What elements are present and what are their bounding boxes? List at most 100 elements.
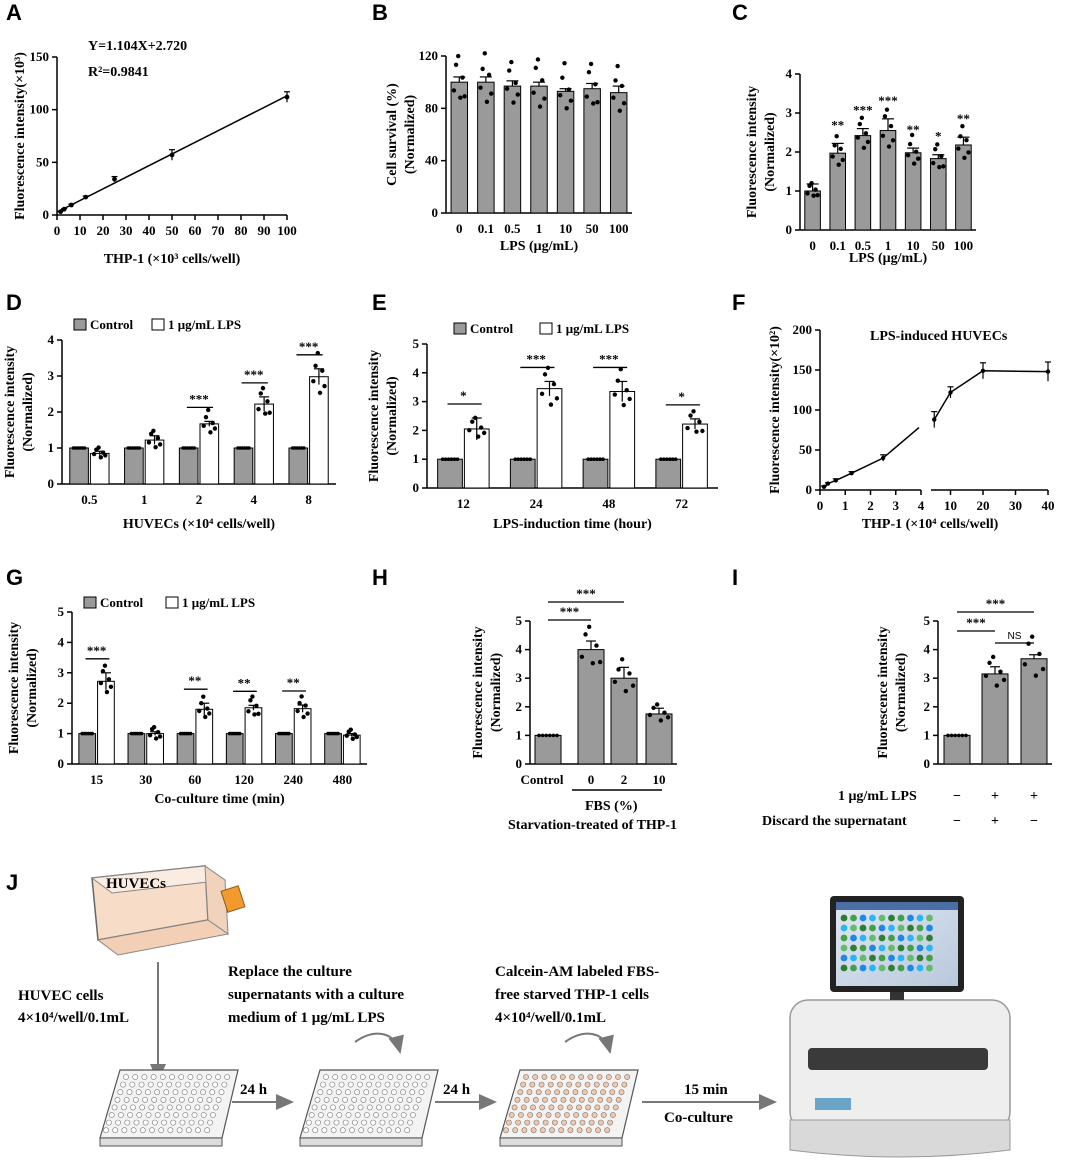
data-point	[344, 733, 349, 738]
screen-well	[840, 914, 848, 922]
well	[359, 1074, 366, 1080]
well	[190, 1089, 197, 1096]
data-point	[615, 63, 620, 69]
data-point	[203, 414, 209, 420]
data-point	[932, 417, 937, 422]
well	[139, 1127, 146, 1134]
well	[597, 1096, 604, 1103]
data-point	[884, 107, 890, 112]
x-tick-label: 20	[97, 223, 110, 238]
y-axis-label: Fluorescence intensity	[3, 346, 18, 478]
data-point	[688, 413, 693, 418]
well	[175, 1081, 182, 1088]
screen-well	[888, 964, 895, 972]
significance-label: **	[831, 117, 844, 132]
well	[539, 1104, 546, 1111]
well	[191, 1112, 198, 1118]
well	[132, 1096, 139, 1103]
data-point	[933, 146, 938, 152]
schematic-j: HUVECs HUVEC cells 4×10⁴/well/0.1mL Repl…	[18, 865, 1011, 1158]
well	[410, 1112, 416, 1118]
well	[308, 1112, 315, 1118]
well	[195, 1127, 201, 1134]
well	[388, 1096, 394, 1103]
legend-g: Control 1 μg/mL LPS	[83, 595, 255, 610]
data-point	[478, 425, 484, 430]
data-point	[96, 445, 101, 450]
legend-swatch-control	[83, 596, 97, 609]
chart-g: 0 1 2 3 4 5 15 *** 30 60 ** 120 ** 240 ** 480 Co-culture…	[7, 604, 367, 807]
screen-well	[840, 924, 848, 932]
y-tick-label: 1	[413, 451, 420, 466]
data-point	[460, 75, 465, 80]
significance-label: **	[957, 111, 970, 126]
well	[185, 1127, 192, 1134]
culture-flask	[90, 865, 246, 956]
well	[384, 1081, 391, 1088]
y-tick-label: 0	[806, 482, 813, 497]
y-tick-label: 2	[786, 144, 793, 159]
well	[530, 1104, 536, 1111]
data-point	[83, 194, 89, 200]
screen-well	[916, 934, 924, 942]
well	[324, 1119, 331, 1126]
data-point	[467, 427, 472, 433]
x-axis-label: THP-1 (×10³ cells/well)	[104, 252, 241, 267]
y-tick-label: 80	[425, 100, 438, 115]
data-point	[664, 457, 669, 462]
y-axis-label: Fluorescence intensity	[876, 626, 891, 758]
data-point	[861, 145, 867, 151]
x-tick-label: 100	[609, 221, 629, 236]
panel-label-f: F	[732, 290, 745, 315]
panel-label-e: E	[372, 290, 387, 315]
y-tick-label: 1	[48, 440, 55, 455]
well	[527, 1112, 534, 1118]
data-point	[303, 703, 308, 708]
data-point	[662, 710, 667, 715]
data-point	[579, 654, 585, 660]
data-point	[832, 143, 837, 148]
well	[172, 1089, 179, 1096]
x-tick-label: 480	[333, 772, 353, 787]
y-axis-label: Fluorescence intensity	[745, 86, 760, 218]
screen-well	[869, 934, 876, 942]
well	[378, 1096, 385, 1103]
x-tick-label: 2	[621, 772, 628, 787]
step1-line1: HUVEC cells	[18, 988, 104, 1004]
y-tick-label: 3	[48, 368, 55, 383]
data-point	[525, 457, 530, 462]
y-axis-label: Fluorescence intensity(×10³)	[13, 52, 28, 220]
data-point	[90, 731, 95, 736]
well	[126, 1089, 133, 1096]
data-point	[849, 471, 854, 476]
data-point	[958, 134, 963, 139]
data-point	[647, 712, 653, 718]
well	[549, 1127, 555, 1134]
panel-label-i: I	[732, 565, 738, 590]
well	[610, 1112, 616, 1118]
screen-well	[878, 964, 886, 972]
data-point	[617, 108, 622, 113]
data-point	[169, 152, 175, 158]
well	[514, 1096, 521, 1103]
data-point	[990, 654, 996, 660]
data-point	[1022, 662, 1028, 667]
bar	[645, 713, 673, 765]
well	[582, 1112, 589, 1118]
well	[387, 1074, 394, 1080]
data-point	[248, 698, 253, 703]
data-point	[880, 133, 886, 138]
data-point	[987, 660, 992, 666]
well	[311, 1104, 318, 1111]
data-point	[313, 363, 318, 369]
legend-e: Control 1 μg/mL LPS	[453, 321, 629, 336]
well	[197, 1119, 204, 1126]
data-point	[658, 718, 664, 723]
well	[406, 1096, 413, 1103]
chart-b: 0 40 80 120 0 0.1 0.5 1 10 50 100 LPS (μg/mL) Cell s…	[385, 48, 632, 254]
bar-control	[275, 733, 293, 765]
well	[336, 1112, 343, 1118]
well	[378, 1074, 385, 1080]
well	[605, 1074, 612, 1080]
y-tick-label: 0	[432, 205, 439, 220]
